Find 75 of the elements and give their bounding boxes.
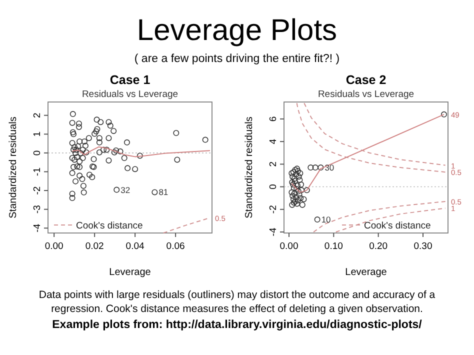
- point: [289, 179, 296, 186]
- x-tick-label: 0.02: [85, 241, 104, 252]
- annotation: 32: [120, 184, 130, 195]
- y-tick-label: -2: [32, 186, 43, 195]
- y-tick-label: -3: [32, 205, 43, 214]
- point: [290, 192, 296, 199]
- point: [295, 188, 302, 194]
- chart-title: Case 2: [346, 73, 386, 87]
- point: [294, 168, 301, 174]
- point: [290, 174, 296, 180]
- point: [298, 182, 304, 188]
- text: Data points with large residuals (outliners) may distort the outcome and accuracy of a regression. Cook's distance measures the effect of deleting a given observation.: [38, 289, 436, 315]
- annotation: 81: [158, 187, 168, 198]
- point: [288, 189, 295, 196]
- y-tick-label: 6: [268, 116, 279, 122]
- point: [293, 171, 300, 178]
- y-tick-label: 1: [32, 131, 43, 137]
- y-tick-label: -2: [268, 205, 279, 214]
- chart-subtitle: Residuals vs Leverage: [318, 89, 414, 100]
- x-tick-label: 0.20: [369, 241, 388, 252]
- point: [294, 197, 301, 204]
- point: [291, 176, 298, 182]
- y-tick-label: 2: [268, 162, 279, 167]
- x-tick-label: 0.30: [414, 241, 432, 252]
- chart-subtitle: Residuals vs Leverage: [82, 89, 178, 100]
- point: [294, 166, 300, 172]
- point: [291, 190, 298, 197]
- point: [308, 164, 314, 171]
- x-tick-label: 0.06: [166, 241, 185, 252]
- point: [292, 178, 298, 184]
- point: [290, 196, 296, 202]
- y-tick-label: 0: [32, 150, 43, 156]
- y-tick-label: -4: [32, 224, 43, 232]
- y-axis-title: Standardized residuals: [8, 116, 19, 218]
- legend-label: Cook's distance: [76, 220, 143, 232]
- point: [296, 176, 303, 183]
- y-tick-label: 0: [268, 184, 279, 190]
- point: [304, 187, 310, 194]
- point: [318, 164, 324, 171]
- y-tick-label: -4: [268, 228, 279, 236]
- point: [290, 184, 297, 191]
- x-axis-title: Leverage: [109, 267, 152, 278]
- point: [299, 202, 306, 208]
- x-tick-label: 0.00: [280, 241, 298, 252]
- point: [440, 111, 447, 118]
- y-tick-label: -1: [32, 168, 43, 176]
- point: [314, 216, 320, 223]
- x-tick-label: 0.04: [126, 241, 144, 252]
- point: [296, 174, 302, 180]
- chart-title: Case 1: [110, 73, 150, 87]
- point: [289, 202, 296, 208]
- text: Leverage Plots: [136, 14, 338, 47]
- point: [298, 187, 305, 194]
- y-axis-title: Standardized residuals: [244, 116, 255, 218]
- point: [312, 164, 318, 171]
- point: [300, 196, 307, 202]
- y-tick-label: 4: [268, 138, 279, 144]
- annotation: 10: [321, 214, 332, 225]
- text: Example plots from: http://data.library.virginia.edu/diagnostic-plots/: [52, 319, 423, 331]
- point: [292, 166, 298, 173]
- point: [297, 170, 304, 176]
- annotation: 30: [324, 162, 334, 173]
- point: [294, 200, 300, 207]
- x-tick-label: 0.00: [44, 241, 64, 252]
- legend-label: Cook's distance: [364, 220, 431, 232]
- text: ( are a few points driving the entire fit?! ): [134, 53, 340, 65]
- point: [290, 182, 296, 188]
- point: [294, 186, 300, 192]
- point: [296, 192, 302, 198]
- point: [294, 182, 300, 189]
- x-axis-title: Leverage: [345, 267, 388, 278]
- point: [298, 195, 304, 202]
- y-tick-label: 2: [32, 112, 43, 118]
- point: [293, 194, 300, 200]
- x-tick-label: 0.10: [324, 241, 343, 252]
